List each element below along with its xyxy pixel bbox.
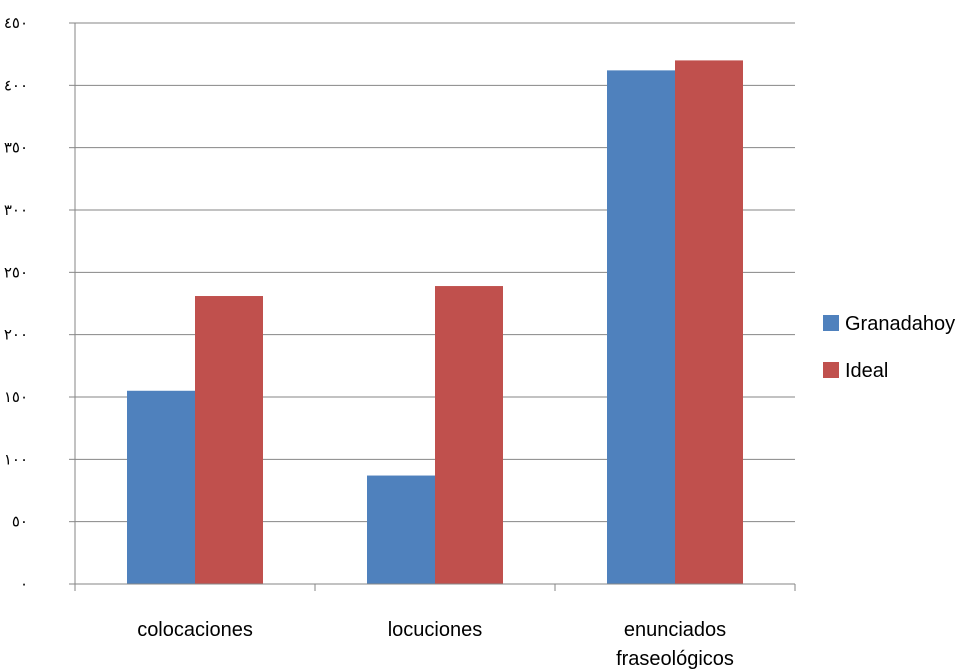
bar-ideal-0 bbox=[195, 296, 263, 584]
bars bbox=[127, 60, 743, 584]
y-tick-label: ٤٠٠ bbox=[4, 76, 28, 94]
bar-ideal-1 bbox=[435, 286, 503, 584]
x-axis-category-labels: colocaciones locuciones enunciados fraseoló… bbox=[137, 619, 734, 670]
bar-granadahoy-2 bbox=[607, 70, 675, 584]
y-tick-label: ٤٥٠ bbox=[4, 14, 28, 32]
legend-swatch-ideal bbox=[823, 362, 839, 378]
y-tick-label: ١٠٠ bbox=[4, 450, 28, 468]
bar-granadahoy-1 bbox=[367, 475, 435, 584]
bar-ideal-2 bbox=[675, 60, 743, 584]
bar-granadahoy-0 bbox=[127, 390, 195, 584]
y-tick-label: ٣٥٠ bbox=[4, 139, 28, 157]
category-label: colocaciones bbox=[137, 619, 253, 641]
y-tick-label: ٠ bbox=[20, 575, 28, 593]
y-axis-tick-labels: ٠ ٥٠ ١٠٠ ١٥٠ ٢٠٠ ٢٥٠ ٣٠٠ ٣٥٠ ٤٠٠ ٤٥٠ bbox=[4, 14, 28, 593]
y-tick-label: ٢٠٠ bbox=[4, 326, 28, 344]
category-label: fraseológicos bbox=[616, 648, 734, 670]
y-tick-label: ٢٥٠ bbox=[4, 263, 28, 281]
y-tick-label: ٥٠ bbox=[12, 513, 28, 531]
legend: Granadahoy Ideal bbox=[823, 313, 955, 382]
legend-label-ideal: Ideal bbox=[845, 360, 888, 382]
category-label: locuciones bbox=[388, 619, 483, 641]
legend-swatch-granadahoy bbox=[823, 315, 839, 331]
category-label: enunciados bbox=[624, 619, 726, 641]
axes bbox=[69, 22, 796, 591]
legend-label-granadahoy: Granadahoy bbox=[845, 313, 955, 335]
y-tick-label: ١٥٠ bbox=[4, 388, 28, 406]
y-tick-label: ٣٠٠ bbox=[4, 201, 28, 219]
